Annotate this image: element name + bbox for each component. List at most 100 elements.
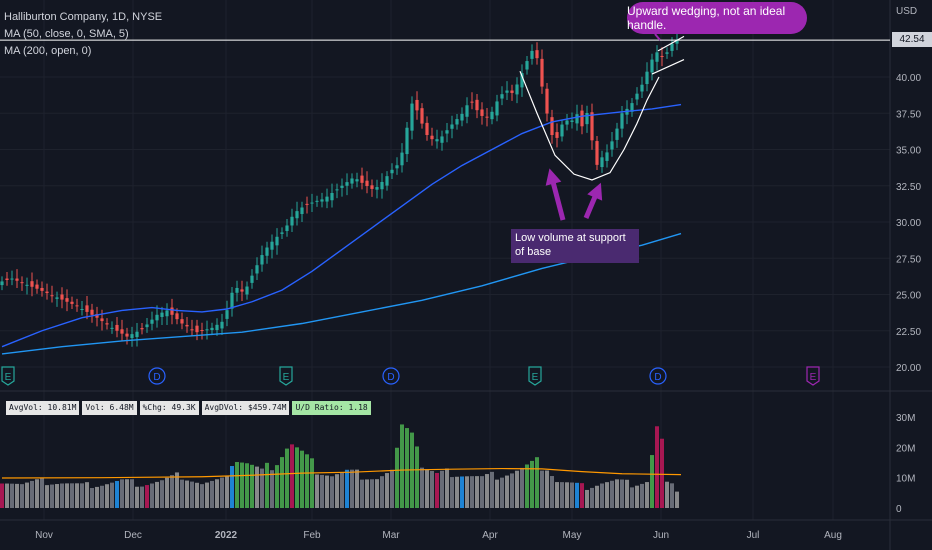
- volume-bar: [450, 477, 454, 508]
- volume-bar: [415, 446, 419, 508]
- candle-body: [535, 50, 539, 59]
- volume-bar: [535, 457, 539, 508]
- volume-bar: [590, 487, 594, 508]
- candle-body: [620, 113, 624, 129]
- volume-bar: [5, 483, 9, 508]
- event-marker-label: E: [532, 372, 539, 383]
- ma200-legend[interactable]: MA (200, open, 0): [4, 45, 92, 57]
- volume-bar: [655, 426, 659, 508]
- annotation-connector: [654, 33, 661, 41]
- candle-body: [470, 101, 474, 103]
- candle-body: [435, 139, 439, 142]
- volume-bar: [40, 477, 44, 508]
- volume-bar: [550, 476, 554, 508]
- volume-bar: [225, 476, 229, 508]
- stat-chg: %Chg: 49.3K: [139, 401, 199, 415]
- candle-body: [615, 128, 619, 140]
- candle-body: [510, 90, 514, 93]
- volume-bar: [675, 491, 679, 508]
- volume-bar: [325, 475, 329, 508]
- candle-body: [350, 178, 354, 184]
- volume-bar: [405, 428, 409, 508]
- ma50-legend[interactable]: MA (50, close, 0, SMA, 5): [4, 28, 129, 40]
- candle-body: [560, 124, 564, 137]
- volume-bar: [100, 485, 104, 508]
- volume-bar: [175, 472, 179, 508]
- candle-body: [300, 207, 304, 215]
- candle-body: [600, 157, 604, 168]
- volume-ma-line: [1, 467, 682, 479]
- candle-body: [5, 278, 9, 280]
- event-marker-label: D: [153, 372, 160, 383]
- volume-bar: [420, 467, 424, 508]
- axes: 20.00 22.50 25.00 27.50 30.00 32.50 35.00 37.50…: [35, 73, 921, 541]
- volume-bar: [385, 473, 389, 508]
- price-tick-label: 40.00: [896, 73, 921, 84]
- volume-bar: [240, 462, 244, 508]
- dividend-marker: [649, 367, 667, 385]
- volume-bar: [605, 482, 609, 508]
- candle-body: [495, 101, 499, 116]
- event-marker-label: D: [654, 372, 661, 383]
- earnings-marker: [528, 366, 542, 386]
- candle-body: [25, 284, 29, 286]
- time-tick-label: Jul: [747, 530, 760, 541]
- price-tick-label: 37.50: [896, 109, 921, 120]
- candle-body: [65, 298, 69, 302]
- volume-bar: [320, 474, 324, 508]
- volume-bar: [585, 489, 589, 508]
- volume-bar: [95, 486, 99, 508]
- volume-bar: [435, 472, 439, 508]
- dividend-marker: [382, 367, 400, 385]
- volume-bar: [470, 476, 474, 508]
- price-tick-label: 35.00: [896, 146, 921, 157]
- candle-body: [430, 135, 434, 140]
- candle-body: [525, 61, 529, 70]
- candle-body: [245, 286, 249, 295]
- volume-bar: [260, 468, 264, 508]
- volume-bar: [600, 483, 604, 508]
- candle-body: [275, 236, 279, 246]
- candle-body: [155, 314, 159, 321]
- candle-body: [670, 43, 674, 51]
- handle-annotation[interactable]: Upward wedging, not an ideal handle.: [627, 2, 807, 34]
- volume-bar: [115, 481, 119, 508]
- time-tick-label: Jun: [653, 530, 669, 541]
- time-tick-label: Nov: [35, 530, 53, 541]
- candle-body: [325, 196, 329, 202]
- volume-bar: [375, 479, 379, 508]
- volume-bar: [75, 483, 79, 508]
- candle-body: [635, 93, 639, 100]
- volume-bar: [360, 479, 364, 508]
- candle-body: [60, 294, 64, 300]
- volume-bar: [480, 476, 484, 508]
- volume-bar: [20, 484, 24, 508]
- volume-bar: [245, 463, 249, 508]
- price-tick-label: 20.00: [896, 363, 921, 374]
- candle-body: [290, 216, 294, 226]
- candle-body: [630, 103, 634, 112]
- candle-body: [95, 314, 99, 318]
- candle-body: [195, 325, 199, 333]
- candle-body: [115, 324, 119, 331]
- volume-bar: [500, 477, 504, 508]
- candle-body: [205, 329, 209, 331]
- volume-bar: [10, 483, 14, 508]
- volume-bar: [285, 448, 289, 508]
- volume-bar: [50, 484, 54, 508]
- candle-body: [390, 169, 394, 174]
- time-tick-label: Dec: [124, 530, 142, 541]
- candle-body: [305, 203, 309, 205]
- drawings: [0, 33, 890, 221]
- volume-bar: [220, 477, 224, 508]
- base-annotation[interactable]: Low volume at support of base: [511, 229, 639, 263]
- volume-bar: [310, 458, 314, 508]
- volume-bar: [295, 447, 299, 508]
- volume-bar: [165, 477, 169, 508]
- volume-bar: [55, 484, 59, 508]
- candle-body: [415, 99, 419, 111]
- volume-bar: [365, 479, 369, 508]
- candle-body: [455, 119, 459, 125]
- candle-body: [360, 175, 364, 183]
